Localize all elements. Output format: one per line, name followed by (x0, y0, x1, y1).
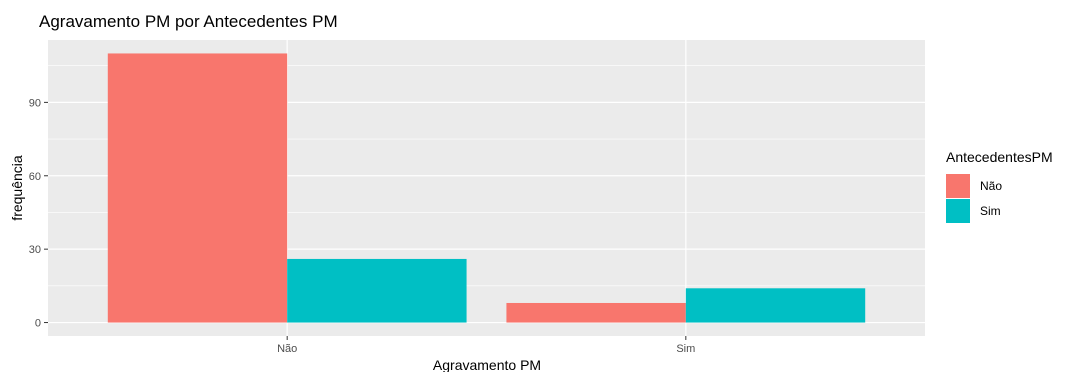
chart-title: Agravamento PM por Antecedentes PM (39, 12, 338, 31)
y-tick-label: 60 (29, 171, 41, 183)
bars (107, 53, 866, 323)
x-tick-label: Sim (676, 343, 695, 355)
x-axis-title: Agravamento PM (433, 357, 541, 372)
y-tick-label: 30 (29, 244, 41, 256)
y-axis: 0 30 60 90 (29, 97, 48, 330)
y-axis-title: frequência (9, 155, 25, 221)
legend: AntecedentesPM Não Sim (946, 149, 1053, 223)
bar (107, 53, 288, 323)
legend-key (946, 174, 970, 198)
legend-key (946, 199, 970, 223)
x-tick-label: Não (277, 343, 297, 355)
y-tick-label: 0 (35, 318, 41, 330)
bar (506, 302, 686, 323)
legend-title: AntecedentesPM (946, 149, 1053, 165)
legend-label: Sim (980, 204, 1001, 218)
x-axis: Não Sim (277, 336, 695, 355)
legend-label: Não (980, 179, 1002, 193)
y-tick-label: 90 (29, 97, 41, 109)
bar (287, 258, 467, 323)
bar (685, 288, 866, 323)
